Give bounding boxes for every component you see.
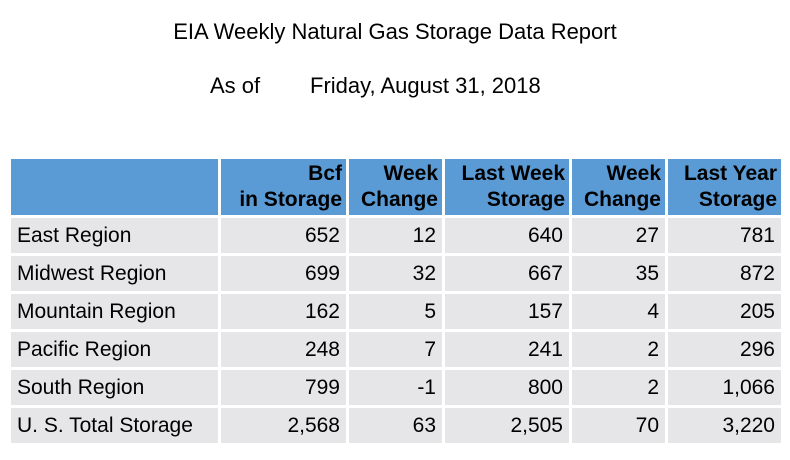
region-name: U. S. Total Storage bbox=[11, 408, 218, 443]
table-cell: 12 bbox=[349, 218, 442, 253]
region-name: Mountain Region bbox=[11, 294, 218, 329]
table-cell: 872 bbox=[668, 256, 781, 291]
table-cell: 70 bbox=[572, 408, 665, 443]
as-of-date: Friday, August 31, 2018 bbox=[310, 73, 541, 98]
header-line: Week bbox=[383, 162, 438, 185]
table-row: East Region 652 12 640 27 781 bbox=[11, 218, 781, 253]
header-line: Last Week bbox=[461, 162, 566, 185]
table-cell: 63 bbox=[349, 408, 442, 443]
table-cell: 205 bbox=[668, 294, 781, 329]
header-line: in Storage bbox=[239, 188, 342, 211]
table-cell: -1 bbox=[349, 370, 442, 405]
header-bcf-in-storage: Bcf in Storage bbox=[221, 159, 346, 215]
table-cell: 5 bbox=[349, 294, 442, 329]
storage-table: Bcf in Storage Week Change Last Week Sto… bbox=[8, 156, 784, 446]
table-cell: 248 bbox=[221, 332, 346, 367]
table-cell: 1,066 bbox=[668, 370, 781, 405]
report-title: EIA Weekly Natural Gas Storage Data Repo… bbox=[173, 19, 617, 44]
header-line: Week bbox=[606, 162, 661, 185]
table-row: South Region 799 -1 800 2 1,066 bbox=[11, 370, 781, 405]
region-name: Midwest Region bbox=[11, 256, 218, 291]
table-cell: 157 bbox=[445, 294, 569, 329]
table-cell: 652 bbox=[221, 218, 346, 253]
region-name: South Region bbox=[11, 370, 218, 405]
table-row: Pacific Region 248 7 241 2 296 bbox=[11, 332, 781, 367]
header-line: Last Year bbox=[683, 162, 777, 185]
table-cell: 667 bbox=[445, 256, 569, 291]
table-row: U. S. Total Storage 2,568 63 2,505 70 3,… bbox=[11, 408, 781, 443]
table-cell: 3,220 bbox=[668, 408, 781, 443]
header-line: Storage bbox=[698, 188, 777, 211]
header-row: Bcf in Storage Week Change Last Week Sto… bbox=[11, 159, 781, 215]
header-week-change-2: Week Change bbox=[572, 159, 665, 215]
header-blank bbox=[11, 159, 218, 215]
header-line: Storage bbox=[486, 188, 565, 211]
header-week-change: Week Change bbox=[349, 159, 442, 215]
table-row: Midwest Region 699 32 667 35 872 bbox=[11, 256, 781, 291]
table-row: Mountain Region 162 5 157 4 205 bbox=[11, 294, 781, 329]
header-line: Change bbox=[360, 188, 438, 211]
table-cell: 640 bbox=[445, 218, 569, 253]
as-of-line: As of Friday, August 31, 2018 bbox=[210, 72, 541, 100]
table-cell: 4 bbox=[572, 294, 665, 329]
as-of-label: As of bbox=[210, 73, 261, 98]
header-line: Change bbox=[583, 188, 661, 211]
table-cell: 7 bbox=[349, 332, 442, 367]
table-cell: 27 bbox=[572, 218, 665, 253]
header-last-week-storage: Last Week Storage bbox=[445, 159, 569, 215]
table-cell: 799 bbox=[221, 370, 346, 405]
table-cell: 2 bbox=[572, 370, 665, 405]
header-last-year-storage: Last Year Storage bbox=[668, 159, 781, 215]
table-cell: 241 bbox=[445, 332, 569, 367]
region-name: East Region bbox=[11, 218, 218, 253]
table-cell: 781 bbox=[668, 218, 781, 253]
header-line: Bcf bbox=[308, 162, 342, 185]
table-cell: 800 bbox=[445, 370, 569, 405]
table-cell: 162 bbox=[221, 294, 346, 329]
table-cell: 32 bbox=[349, 256, 442, 291]
table-cell: 2,568 bbox=[221, 408, 346, 443]
table-cell: 35 bbox=[572, 256, 665, 291]
table-cell: 699 bbox=[221, 256, 346, 291]
table-cell: 296 bbox=[668, 332, 781, 367]
table-cell: 2,505 bbox=[445, 408, 569, 443]
region-name: Pacific Region bbox=[11, 332, 218, 367]
table-cell: 2 bbox=[572, 332, 665, 367]
